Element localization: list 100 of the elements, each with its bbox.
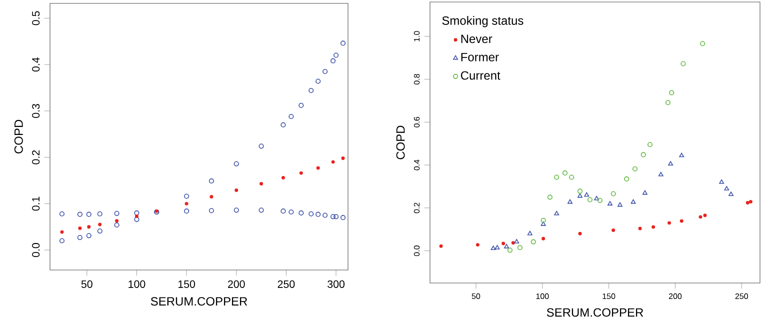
point	[748, 200, 752, 204]
x-tick-label: 50	[81, 280, 92, 288]
point	[134, 210, 140, 216]
point	[114, 210, 120, 216]
point	[78, 226, 82, 230]
point	[86, 212, 92, 217]
point	[668, 161, 674, 166]
point	[322, 212, 328, 218]
point	[530, 239, 536, 244]
y-tick-label: 0.4	[414, 160, 420, 170]
point	[547, 194, 552, 200]
point	[308, 88, 314, 94]
x-tick-label: 200	[228, 280, 245, 288]
point	[728, 192, 734, 196]
point	[330, 58, 336, 64]
point	[665, 100, 670, 106]
point	[208, 178, 214, 184]
point	[578, 193, 582, 198]
point	[476, 243, 480, 247]
point	[134, 214, 138, 218]
point	[59, 211, 65, 216]
x-tick-label: 150	[602, 293, 616, 300]
point	[511, 241, 515, 245]
point	[280, 122, 286, 128]
point	[331, 160, 335, 164]
point	[638, 226, 642, 230]
point	[334, 214, 339, 220]
point	[668, 221, 671, 225]
point	[115, 219, 119, 223]
x-tick-label: 100	[128, 280, 146, 288]
point	[647, 142, 653, 148]
point	[490, 246, 496, 250]
point	[527, 230, 532, 236]
point	[288, 114, 294, 120]
point	[77, 234, 82, 240]
point	[234, 188, 238, 192]
y-tick-label: 0.2	[414, 202, 420, 214]
point	[504, 244, 509, 248]
y-tick-label: 0.0	[414, 246, 420, 256]
y-tick-label: 0.0	[32, 243, 40, 258]
x-tick-label: 250	[278, 280, 295, 288]
point	[280, 208, 286, 214]
point	[514, 239, 520, 244]
point	[597, 198, 602, 203]
point	[308, 211, 314, 216]
point	[60, 230, 64, 234]
point	[98, 222, 102, 226]
point	[632, 166, 638, 172]
point	[340, 215, 346, 220]
point	[97, 211, 102, 216]
point	[642, 190, 648, 195]
point	[679, 152, 684, 158]
point	[540, 218, 546, 223]
x-axis-title: SERUM.COPPER	[546, 308, 644, 317]
point	[540, 221, 546, 226]
point	[624, 176, 630, 182]
point	[652, 225, 656, 229]
y-tick-label: 1.0	[414, 31, 420, 42]
point	[330, 214, 336, 220]
point	[288, 209, 294, 215]
point	[502, 242, 506, 246]
point	[507, 248, 513, 253]
point	[700, 41, 706, 46]
point	[578, 232, 582, 236]
point	[316, 78, 321, 84]
legend-label: Former	[461, 52, 499, 62]
x-tick-label: 50	[472, 293, 480, 300]
point	[340, 40, 346, 46]
point	[584, 192, 590, 197]
y-tick-label: 0.6	[414, 116, 420, 128]
point	[298, 102, 304, 108]
point	[554, 210, 560, 216]
point	[610, 191, 616, 196]
point	[234, 208, 239, 213]
point	[260, 182, 264, 186]
point	[322, 68, 328, 74]
point	[184, 194, 190, 199]
point	[698, 215, 702, 219]
legend-label: Never	[461, 34, 492, 44]
point	[724, 186, 730, 190]
x-tick-label: 250	[735, 293, 748, 300]
point	[114, 222, 120, 228]
point	[577, 188, 583, 194]
point	[258, 144, 264, 149]
legend-title: Smoking status	[442, 16, 524, 28]
y-tick-label: 0.5	[32, 11, 40, 26]
point	[258, 208, 264, 213]
x-axis-title: SERUM.COPPER	[150, 297, 248, 306]
point	[439, 244, 443, 248]
point	[542, 236, 546, 240]
y-tick-label: 0.1	[32, 196, 40, 211]
point	[612, 228, 616, 232]
point	[299, 171, 303, 175]
point	[587, 197, 592, 202]
point	[87, 225, 91, 229]
point	[554, 174, 560, 180]
point	[316, 212, 321, 217]
y-tick-label: 0.8	[414, 74, 420, 84]
point	[594, 196, 600, 200]
y-axis-title: COPD	[396, 126, 405, 160]
